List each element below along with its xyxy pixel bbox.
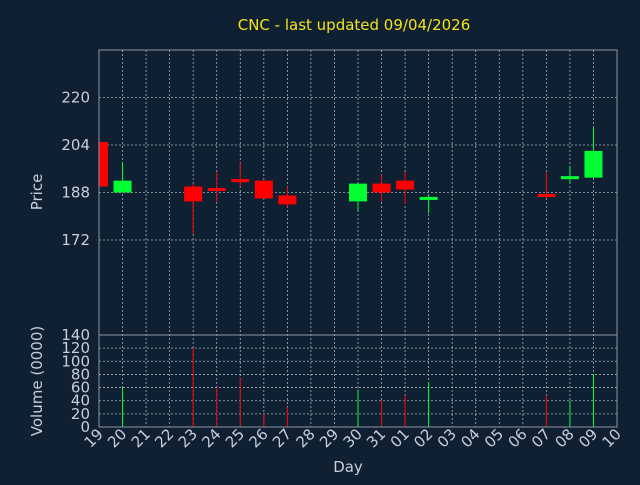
x-tick-label: 21 <box>128 425 154 451</box>
x-tick-label: 26 <box>245 425 271 451</box>
volume-tick-label: 120 <box>61 339 90 357</box>
volume-tick-label: 60 <box>71 379 90 397</box>
volume-tick-label: 40 <box>71 392 90 410</box>
candles-layer <box>98 127 603 235</box>
x-tick-label: 06 <box>504 425 530 451</box>
candle-body <box>99 142 108 187</box>
x-tick-label: 03 <box>434 425 460 451</box>
x-tick-label: 20 <box>104 425 130 451</box>
x-tick-label: 24 <box>198 425 224 451</box>
x-tick-label: 10 <box>599 425 625 451</box>
volume-tick-label: 100 <box>61 352 90 370</box>
x-tick-label: 28 <box>293 425 319 451</box>
candle-body <box>113 180 132 193</box>
candle-body <box>537 193 556 197</box>
x-tick-label: 02 <box>410 425 436 451</box>
x-tick-label: 30 <box>340 425 366 451</box>
volume-bars-layer <box>122 348 594 427</box>
candle-body <box>372 183 391 193</box>
volume-panel-frame <box>98 334 618 428</box>
candle-body <box>207 188 226 192</box>
price-tick-label: 172 <box>61 231 90 249</box>
candle-body <box>349 183 367 202</box>
x-tick-label: 22 <box>151 425 177 451</box>
candle-body <box>278 195 297 205</box>
candle-body <box>184 186 203 202</box>
chart-title: CNC - last updated 09/04/2026 <box>238 16 471 34</box>
price-tick-label: 220 <box>61 89 90 107</box>
x-tick-label: 09 <box>575 425 601 451</box>
volume-tick-label: 0 <box>80 418 90 436</box>
price-tick-label: 140 <box>61 326 90 344</box>
x-axis-label: Day <box>333 458 363 476</box>
volume-tick-label: 80 <box>71 365 90 383</box>
candle-body <box>231 179 250 183</box>
candle-body <box>584 150 603 178</box>
volume-tick-label: 20 <box>71 405 90 423</box>
price-axis-label: Price <box>28 174 46 211</box>
x-tick-label: 27 <box>269 425 295 451</box>
price-tick-label: 204 <box>61 136 90 154</box>
x-tick-label: 04 <box>457 425 483 451</box>
x-tick-label: 01 <box>387 425 413 451</box>
x-tick-label: 31 <box>363 425 389 451</box>
candle-body <box>396 180 415 190</box>
x-tick-label: 07 <box>528 425 554 451</box>
x-tick-label: 29 <box>316 425 342 451</box>
volume-axis-label: Volume (0000) <box>28 326 46 436</box>
x-tick-label: 08 <box>552 425 578 451</box>
candle-body <box>254 180 273 199</box>
candle-body <box>560 176 579 180</box>
x-tick-label: 05 <box>481 425 507 451</box>
x-tick-label: 23 <box>175 425 201 451</box>
price-tick-label: 188 <box>61 184 90 202</box>
candle-body <box>419 196 438 200</box>
grid-layer <box>98 50 618 427</box>
x-tick-label: 25 <box>222 425 248 451</box>
